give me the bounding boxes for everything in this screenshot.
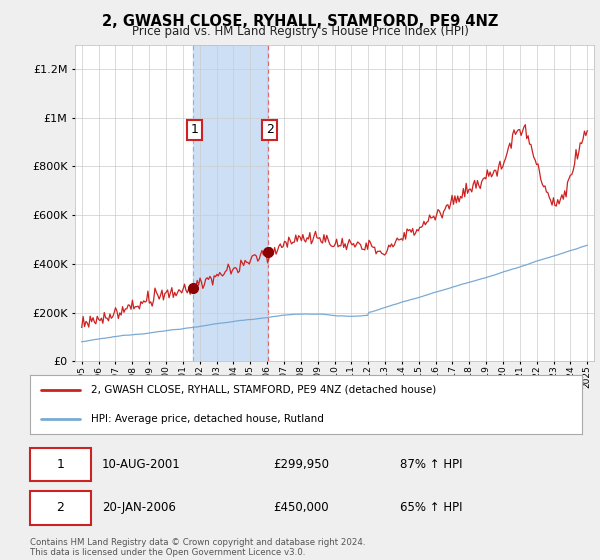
Text: Price paid vs. HM Land Registry's House Price Index (HPI): Price paid vs. HM Land Registry's House … [131, 25, 469, 38]
FancyBboxPatch shape [30, 491, 91, 525]
Text: £299,950: £299,950 [273, 458, 329, 471]
Text: HPI: Average price, detached house, Rutland: HPI: Average price, detached house, Rutl… [91, 414, 323, 424]
Text: 1: 1 [56, 458, 64, 471]
Text: 2: 2 [266, 124, 274, 137]
Text: 87% ↑ HPI: 87% ↑ HPI [400, 458, 463, 471]
Text: 2, GWASH CLOSE, RYHALL, STAMFORD, PE9 4NZ: 2, GWASH CLOSE, RYHALL, STAMFORD, PE9 4N… [102, 14, 498, 29]
FancyBboxPatch shape [30, 447, 91, 482]
Text: 1: 1 [191, 124, 199, 137]
Bar [193, 45, 268, 361]
Text: Contains HM Land Registry data © Crown copyright and database right 2024.
This d: Contains HM Land Registry data © Crown c… [30, 538, 365, 557]
Text: 10-AUG-2001: 10-AUG-2001 [102, 458, 181, 471]
Text: £450,000: £450,000 [273, 501, 329, 515]
Text: 2, GWASH CLOSE, RYHALL, STAMFORD, PE9 4NZ (detached house): 2, GWASH CLOSE, RYHALL, STAMFORD, PE9 4N… [91, 385, 436, 395]
Text: 2: 2 [56, 501, 64, 515]
Text: 20-JAN-2006: 20-JAN-2006 [102, 501, 176, 515]
Text: 65% ↑ HPI: 65% ↑ HPI [400, 501, 463, 515]
